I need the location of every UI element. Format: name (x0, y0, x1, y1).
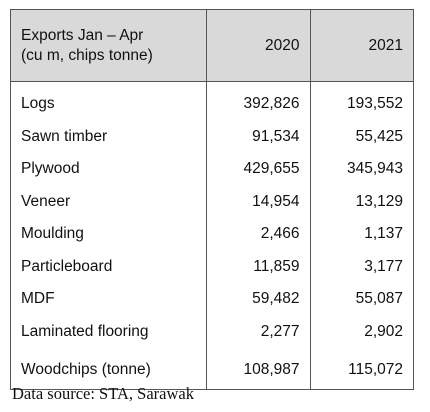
row-value-2021: 193,552 (309, 81, 413, 121)
row-value-2021: 3,177 (309, 250, 413, 283)
row-value-2021: 115,072 (309, 348, 413, 389)
row-value-2020: 59,482 (205, 283, 310, 316)
data-source-note: Data source: STA, Sarawak (12, 384, 194, 403)
row-value-2021: 55,425 (309, 120, 413, 153)
table-row: Logs 392,826 193,552 (11, 81, 413, 121)
row-value-2021: 1,137 (309, 218, 413, 251)
row-label: Laminated flooring (21, 322, 149, 340)
row-label: Logs (21, 95, 55, 113)
table-row: Laminated flooring 2,277 2,902 (11, 315, 413, 348)
table-row: MDF 59,482 55,087 (11, 283, 413, 316)
row-value-2020: 2,277 (205, 315, 310, 348)
header-label-line1: Exports Jan – Apr (21, 26, 144, 44)
table-body: Logs 392,826 193,552 Sawn timber 91,534 … (11, 81, 413, 389)
table-row: Sawn timber 91,534 55,425 (11, 120, 413, 153)
row-label: Moulding (21, 225, 84, 243)
row-value-2021: 55,087 (309, 283, 413, 316)
row-value-2021: 2,902 (309, 315, 413, 348)
row-value-2020: 108,987 (205, 348, 310, 389)
table-row: Plywood 429,655 345,943 (11, 153, 413, 186)
row-label: Plywood (21, 160, 80, 178)
row-value-2020: 429,655 (205, 153, 310, 186)
row-label: Veneer (21, 192, 71, 210)
header-row: Exports Jan – Apr (cu m, chips tonne) 20… (11, 10, 413, 82)
row-value-2020: 91,534 (205, 120, 310, 153)
table-row: Moulding 2,466 1,137 (11, 218, 413, 251)
row-value-2020: 11,859 (205, 250, 310, 283)
header-label-line2: (cu m, chips tonne) (21, 46, 153, 64)
table-row: Particleboard 11,859 3,177 (11, 250, 413, 283)
exports-table: Exports Jan – Apr (cu m, chips tonne) 20… (11, 10, 413, 389)
header-label: Exports Jan – Apr (cu m, chips tonne) (11, 10, 206, 82)
table-row: Veneer 14,954 13,129 (11, 185, 413, 218)
row-label: Woodchips (tonne) (21, 361, 151, 379)
row-value-2020: 2,466 (205, 218, 310, 251)
row-label: Sawn timber (21, 127, 108, 145)
row-value-2020: 14,954 (205, 185, 310, 218)
row-value-2021: 345,943 (309, 153, 413, 186)
row-value-2021: 13,129 (309, 185, 413, 218)
header-year-2021: 2021 (309, 10, 413, 82)
row-label: MDF (21, 290, 55, 308)
table-header: Exports Jan – Apr (cu m, chips tonne) 20… (11, 10, 413, 82)
row-label: Particleboard (21, 257, 113, 275)
exports-table-container: Exports Jan – Apr (cu m, chips tonne) 20… (10, 9, 414, 390)
row-value-2020: 392,826 (205, 81, 310, 121)
header-year-2020: 2020 (205, 10, 310, 82)
table-row: Woodchips (tonne) 108,987 115,072 (11, 348, 413, 389)
